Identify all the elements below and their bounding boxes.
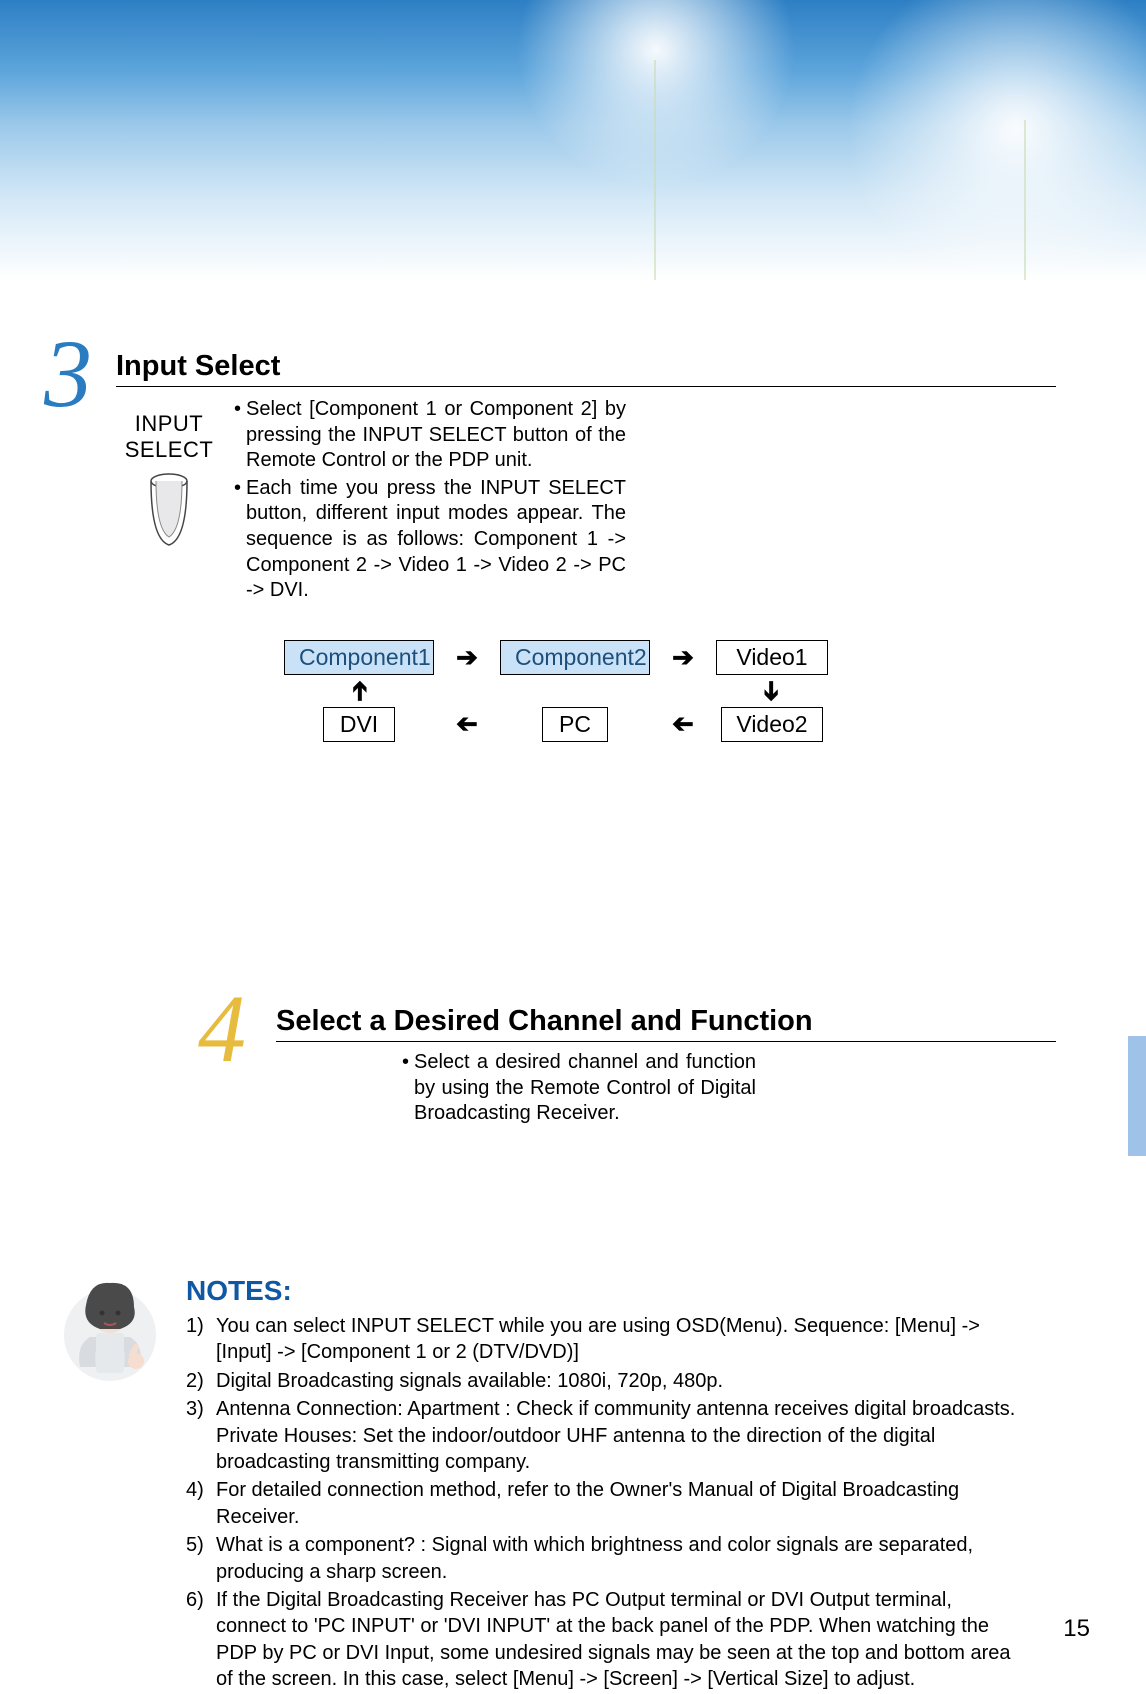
flow-box-video1: Video1 [716, 640, 828, 675]
notes-item: For detailed connection method, refer to… [186, 1477, 1016, 1530]
flow-box-video2: Video2 [721, 707, 822, 742]
flow-box-pc: PC [542, 707, 608, 742]
section-title-input-select: Input Select [116, 350, 1056, 387]
notes-item: What is a component? : Signal with which… [186, 1532, 1016, 1585]
input-sequence-flowchart: Component1 ➔ Component2 ➔ Video1 ➔ ➔ DVI… [284, 640, 1056, 742]
page-tab-marker [1128, 1036, 1146, 1156]
arrow-right-icon: ➔ [434, 642, 500, 673]
notes-item: If the Digital Broadcasting Receiver has… [186, 1587, 1016, 1693]
section4-bullet: Select a desired channel and function by… [402, 1050, 756, 1127]
section3-bullet-1: Select [Component 1 or Component 2] by p… [234, 397, 626, 474]
step-number-4: 4 [198, 991, 246, 1068]
section3-bullet-2: Each time you press the INPUT SELECT but… [234, 476, 626, 604]
arrow-left-icon: ➔ [650, 709, 716, 740]
dandelion-decoration [846, 0, 1146, 280]
section-title-select-channel: Select a Desired Channel and Function [276, 1005, 1056, 1042]
page-number: 15 [1063, 1615, 1090, 1643]
section-select-channel: 4 Select a Desired Channel and Function … [212, 1005, 1056, 1127]
notes-item: You can select INPUT SELECT while you ar… [186, 1313, 1016, 1366]
stem-decoration [654, 60, 656, 280]
input-select-button-icon [146, 471, 192, 549]
arrow-up-icon: ➔ [284, 675, 434, 707]
notes-illustration-icon [56, 1275, 164, 1383]
flow-box-dvi: DVI [323, 707, 395, 742]
remote-label-line2: SELECT [104, 437, 234, 463]
arrow-left-icon: ➔ [434, 709, 500, 740]
flow-box-component1: Component1 [284, 640, 434, 675]
stem-decoration [1024, 120, 1026, 280]
arrow-down-icon: ➔ [716, 675, 828, 707]
notes-item: Antenna Connection: Apartment : Check if… [186, 1396, 1016, 1475]
arrow-right-icon: ➔ [650, 642, 716, 673]
remote-button-column: INPUT SELECT [54, 397, 234, 606]
dandelion-decoration [516, 0, 796, 190]
notes-item: Digital Broadcasting signals available: … [186, 1368, 1016, 1394]
notes-section: NOTES: You can select INPUT SELECT while… [56, 1275, 1056, 1694]
step-number-3: 3 [44, 336, 92, 413]
section3-bullets: Select [Component 1 or Component 2] by p… [234, 397, 1056, 606]
section-input-select: 3 Input Select INPUT SELECT Select [Comp… [54, 350, 1056, 742]
top-banner [0, 0, 1146, 280]
flow-box-component2: Component2 [500, 640, 650, 675]
notes-title: NOTES: [186, 1275, 1056, 1307]
notes-list: You can select INPUT SELECT while you ar… [186, 1313, 1056, 1692]
remote-label-line1: INPUT [104, 411, 234, 437]
